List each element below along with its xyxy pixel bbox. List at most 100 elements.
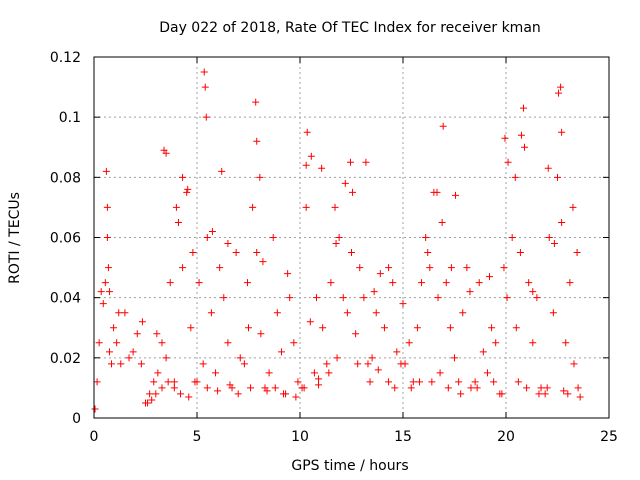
data-point bbox=[97, 288, 105, 296]
y-tick-labels: 0 0.02 0.04 0.06 0.08 0.1 0.12 bbox=[50, 50, 81, 427]
data-point bbox=[110, 324, 118, 332]
data-point bbox=[95, 339, 103, 347]
data-point bbox=[99, 300, 107, 308]
data-point bbox=[428, 378, 436, 386]
data-point bbox=[492, 339, 500, 347]
data-point bbox=[174, 218, 182, 226]
data-point bbox=[146, 390, 154, 398]
data-point bbox=[121, 309, 129, 317]
data-point bbox=[535, 390, 543, 398]
data-point bbox=[218, 167, 226, 175]
data-point bbox=[137, 360, 145, 368]
data-point bbox=[113, 339, 121, 347]
data-point bbox=[216, 264, 224, 272]
data-point bbox=[570, 360, 578, 368]
data-point bbox=[374, 366, 382, 374]
data-point bbox=[243, 279, 251, 287]
data-point bbox=[475, 279, 483, 287]
data-point bbox=[541, 390, 549, 398]
data-point bbox=[172, 203, 180, 211]
data-point bbox=[103, 234, 111, 241]
data-point bbox=[202, 113, 210, 121]
plot-border bbox=[93, 56, 610, 419]
data-point bbox=[318, 164, 326, 172]
x-tick-label: 20 bbox=[497, 429, 515, 445]
data-point bbox=[252, 98, 260, 106]
data-point bbox=[105, 348, 113, 356]
data-point bbox=[569, 203, 577, 211]
data-point bbox=[479, 348, 487, 356]
data-point bbox=[393, 348, 401, 356]
data-point bbox=[195, 279, 203, 287]
data-point bbox=[566, 279, 574, 287]
data-point bbox=[576, 393, 584, 401]
data-point bbox=[529, 339, 537, 347]
data-point bbox=[545, 234, 553, 241]
data-point bbox=[341, 179, 349, 187]
data-point bbox=[184, 185, 192, 193]
data-point bbox=[362, 158, 370, 166]
data-point bbox=[525, 279, 533, 287]
data-point bbox=[164, 378, 172, 386]
data-point bbox=[185, 393, 193, 401]
data-point bbox=[529, 288, 537, 296]
y-axis-label: ROTI / TECUs bbox=[7, 192, 23, 284]
data-point bbox=[433, 188, 441, 196]
x-tick-label: 25 bbox=[600, 429, 618, 445]
data-point bbox=[303, 128, 311, 136]
data-point bbox=[455, 378, 463, 386]
data-point bbox=[133, 330, 141, 338]
data-point bbox=[249, 203, 257, 211]
data-point bbox=[310, 369, 318, 377]
x-tick-label: 10 bbox=[291, 429, 309, 445]
data-point bbox=[446, 324, 454, 332]
data-point bbox=[150, 378, 158, 386]
data-point bbox=[236, 354, 244, 362]
data-point bbox=[315, 375, 323, 383]
data-point bbox=[247, 384, 255, 392]
data-point bbox=[503, 294, 511, 302]
data-point bbox=[117, 360, 125, 368]
data-point bbox=[385, 378, 393, 386]
data-point bbox=[101, 279, 109, 287]
data-point bbox=[179, 173, 187, 181]
data-point bbox=[193, 378, 201, 386]
data-point bbox=[166, 279, 174, 287]
data-point bbox=[154, 369, 162, 377]
data-point bbox=[364, 360, 372, 368]
data-point bbox=[422, 234, 430, 241]
data-point bbox=[115, 309, 123, 317]
data-point bbox=[256, 173, 264, 181]
data-point bbox=[203, 384, 211, 392]
data-point bbox=[286, 294, 294, 302]
data-point bbox=[144, 399, 152, 407]
data-point bbox=[405, 339, 413, 347]
data-point bbox=[335, 234, 343, 241]
data-point bbox=[442, 279, 450, 287]
data-point bbox=[292, 393, 300, 401]
data-point bbox=[434, 294, 442, 302]
data-point bbox=[501, 134, 509, 142]
data-point bbox=[199, 360, 207, 368]
data-point bbox=[187, 324, 195, 332]
data-point bbox=[201, 83, 209, 91]
data-point bbox=[562, 339, 570, 347]
data-point bbox=[323, 360, 331, 368]
data-point bbox=[284, 270, 292, 278]
data-point bbox=[343, 309, 351, 317]
data-point bbox=[333, 354, 341, 362]
data-point bbox=[257, 330, 265, 338]
data-point bbox=[451, 354, 458, 362]
data-point bbox=[300, 384, 308, 392]
data-point bbox=[426, 264, 434, 272]
x-tick-label: 5 bbox=[193, 429, 202, 445]
data-point bbox=[102, 167, 110, 175]
data-point bbox=[488, 324, 496, 332]
data-point bbox=[533, 294, 541, 302]
data-point bbox=[471, 378, 479, 386]
chart-title: Day 022 of 2018, Rate Of TEC Index for r… bbox=[159, 20, 541, 36]
data-point bbox=[514, 378, 522, 386]
x-tick-label: 15 bbox=[394, 429, 412, 445]
data-point bbox=[356, 264, 364, 272]
data-point bbox=[148, 396, 156, 404]
